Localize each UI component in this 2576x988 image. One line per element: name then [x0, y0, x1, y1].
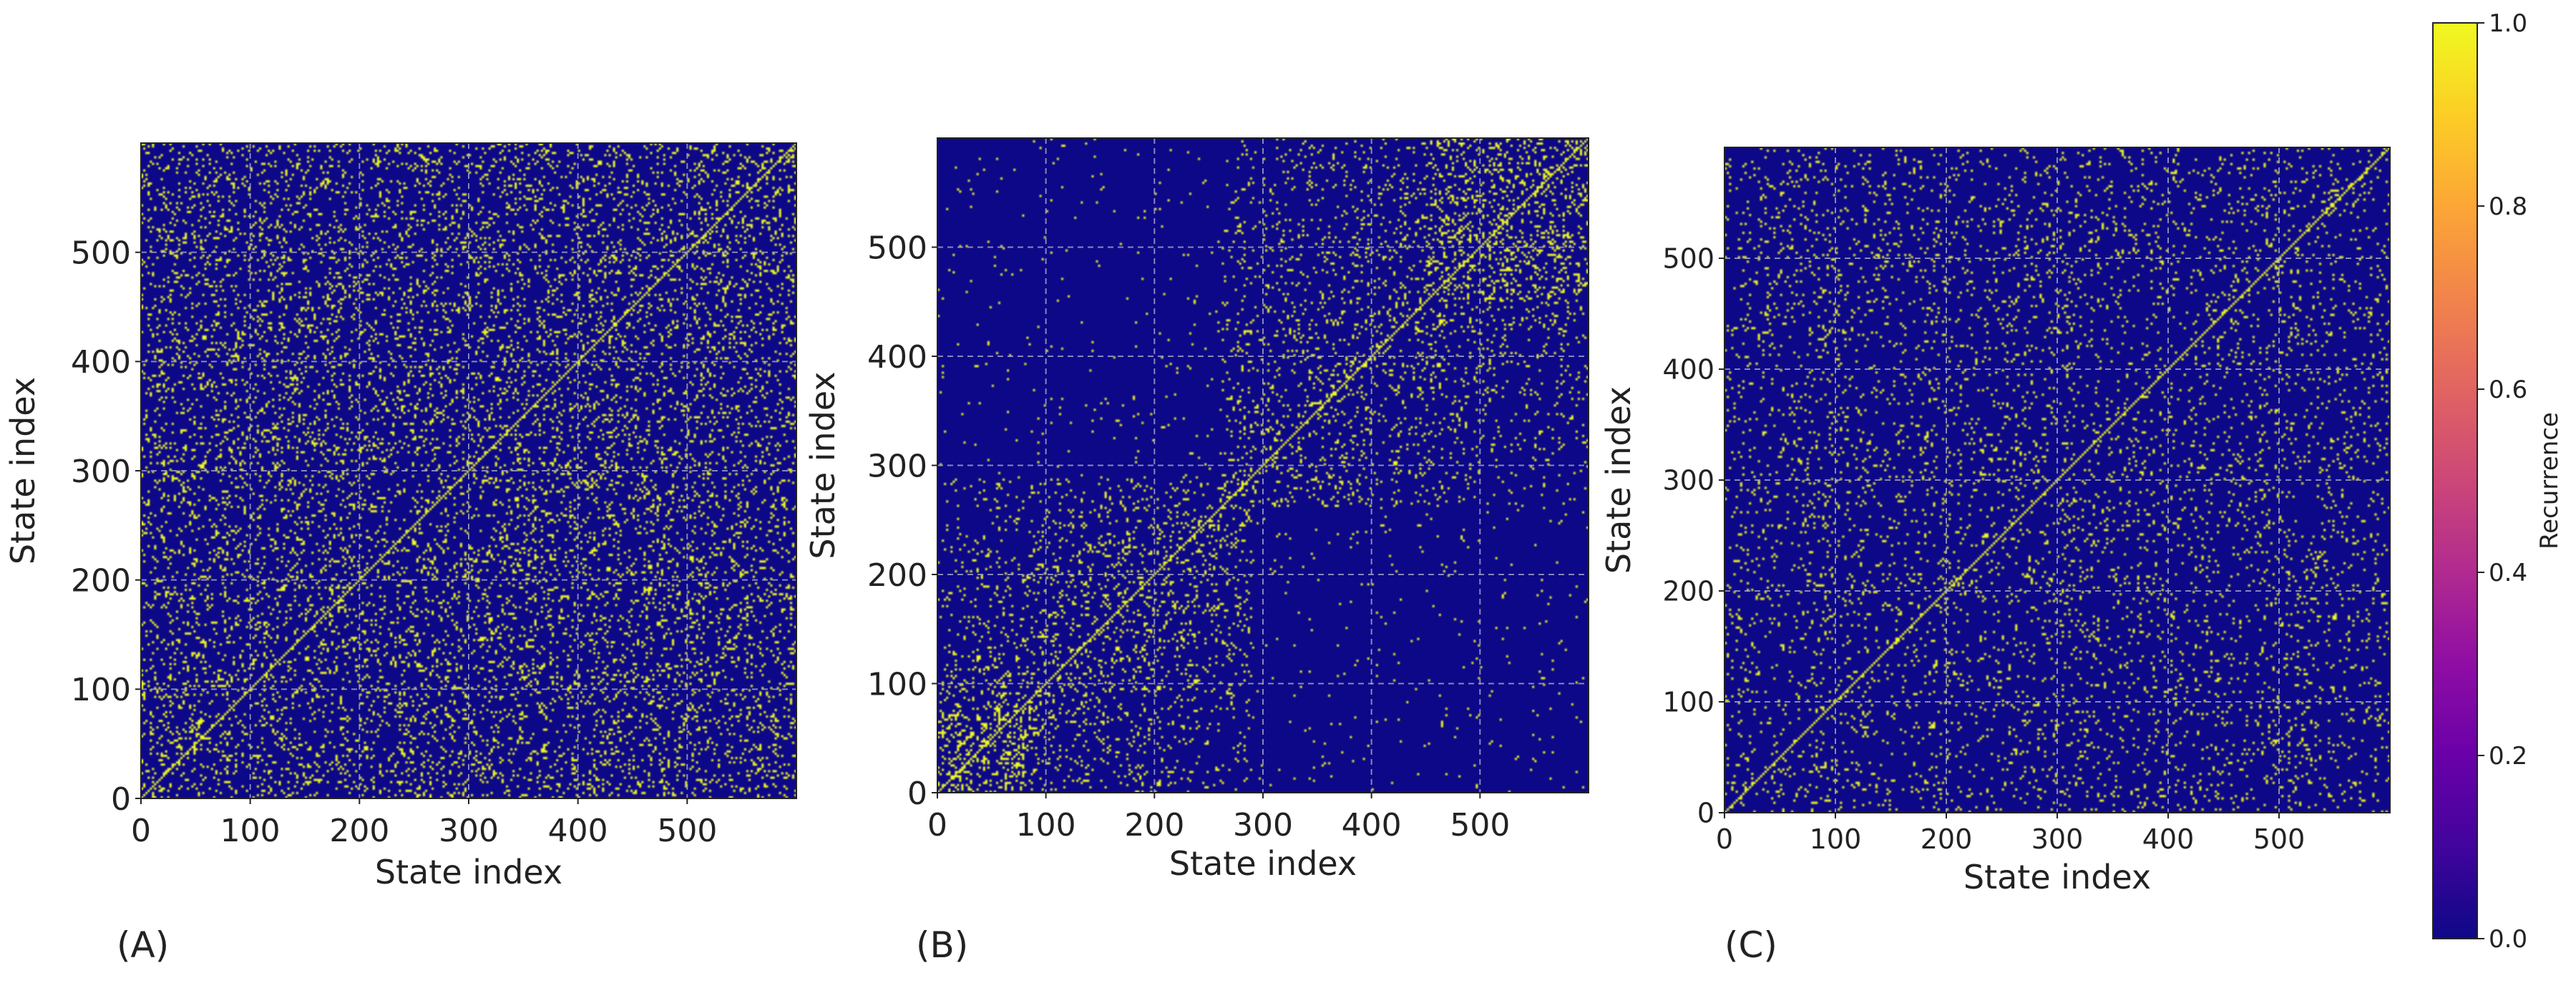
y-tick-label-a-3: 300 — [71, 454, 131, 490]
colorbar-label: Recurrence — [2535, 412, 2564, 549]
y-tick-label-b-1: 100 — [867, 666, 927, 703]
x-tick-label-a-3: 300 — [439, 813, 499, 849]
x-tick-label-b-1: 100 — [1016, 807, 1076, 843]
panel-b: 0 100 200 300 400 500 0 100 200 300 400 500 State in… — [804, 137, 1589, 883]
y-tick-label-b-5: 500 — [867, 230, 927, 266]
x-tick-label-a-1: 100 — [220, 813, 280, 849]
x-tick-label-c-4: 400 — [2142, 823, 2195, 855]
y-tick-label-b-3: 300 — [867, 448, 927, 484]
x-tick-label-c-0: 0 — [1716, 823, 1733, 855]
y-tick-label-c-3: 300 — [1662, 465, 1714, 497]
x-tick-label-a-2: 200 — [329, 813, 389, 849]
x-axis-label-a: State index — [375, 853, 562, 891]
y-tick-label-c-5: 500 — [1662, 243, 1714, 275]
y-axis-label-a: State index — [4, 377, 42, 564]
panel-label-c: (C) — [1724, 924, 1777, 966]
y-tick-label-c-2: 200 — [1662, 576, 1714, 607]
colorbar-tick-label-2: 0.4 — [2489, 559, 2527, 587]
x-tick-label-b-4: 400 — [1342, 807, 1402, 843]
y-tick-label-a-4: 400 — [71, 344, 131, 381]
x-tick-label-c-1: 100 — [1810, 823, 1862, 855]
x-tick-label-c-2: 200 — [1921, 823, 1973, 855]
colorbar-tick-label-1: 0.2 — [2489, 742, 2527, 771]
colorbar-gradient — [2432, 22, 2478, 939]
x-tick-label-a-0: 0 — [131, 813, 151, 849]
colorbar-tick-label-5: 1.0 — [2489, 9, 2527, 38]
panel-a: 0 100 200 300 400 500 0 100 200 300 400 500 State in… — [4, 142, 797, 891]
panel-label-a: (A) — [117, 924, 170, 966]
colorbar-tick-label-4: 0.8 — [2489, 192, 2527, 221]
y-axis-label-b: State index — [804, 371, 842, 559]
colorbar: 0.0 0.2 0.4 0.6 0.8 1.0 Recurrence — [2432, 9, 2564, 954]
x-tick-label-b-0: 0 — [927, 807, 947, 843]
x-tick-label-b-5: 500 — [1450, 807, 1510, 843]
y-tick-label-a-2: 200 — [71, 563, 131, 600]
y-tick-label-a-1: 100 — [71, 672, 131, 708]
panel-c: 0 100 200 300 400 500 0 100 200 300 400 500 State in… — [1599, 147, 2391, 896]
y-tick-label-c-0: 0 — [1697, 798, 1714, 829]
y-tick-label-b-2: 200 — [867, 557, 927, 594]
y-tick-label-c-4: 400 — [1662, 354, 1714, 386]
panel-label-b: (B) — [916, 924, 969, 966]
x-tick-label-b-2: 200 — [1124, 807, 1184, 843]
x-axis-label-c: State index — [1963, 858, 2151, 896]
y-axis-label-c: State index — [1599, 386, 1638, 574]
x-tick-label-c-5: 500 — [2253, 823, 2306, 855]
y-tick-label-a-5: 500 — [71, 235, 131, 272]
x-tick-label-c-3: 300 — [2031, 823, 2084, 855]
x-tick-label-b-3: 300 — [1233, 807, 1293, 843]
colorbar-tick-label-0: 0.0 — [2489, 925, 2527, 954]
y-tick-label-b-0: 0 — [907, 776, 927, 812]
colorbar-tick-label-3: 0.6 — [2489, 376, 2527, 404]
y-tick-label-c-1: 100 — [1662, 687, 1714, 718]
heatmap-a — [141, 143, 796, 798]
y-tick-label-a-0: 0 — [111, 781, 131, 818]
x-tick-label-a-5: 500 — [657, 813, 717, 849]
x-tick-label-a-4: 400 — [548, 813, 608, 849]
y-tick-label-b-4: 400 — [867, 339, 927, 376]
x-axis-label-b: State index — [1169, 844, 1357, 883]
